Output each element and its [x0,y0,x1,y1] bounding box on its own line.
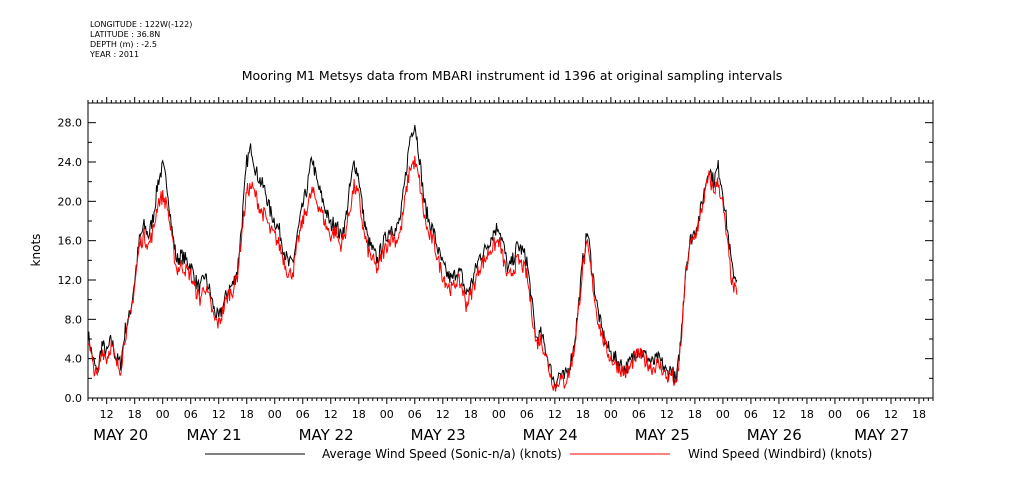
y-tick-label: 0.0 [65,392,83,405]
x-hour-label: 12 [548,408,562,421]
x-date-label: MAY 27 [854,426,909,444]
x-hour-label: 12 [100,408,114,421]
x-date-label: MAY 24 [523,426,578,444]
x-date-labels: MAY 20 MAY 21 MAY 22 MAY 23 MAY 24 MAY 25 MAY … [93,426,909,444]
legend: Average Wind Speed (Sonic-n/a) (knots) W… [205,447,872,461]
x-hour-label: 00 [492,408,506,421]
legend-label-sonic: Average Wind Speed (Sonic-n/a) (knots) [322,447,562,461]
x-date-label: MAY 20 [93,426,148,444]
longitude-label: LONGITUDE : 122W(-122) [90,20,193,29]
series-line-windbird [87,155,738,392]
x-tick-labels: 12 18 00 06 12 18 00 06 12 18 00 06 12 18 00 06 12 18 00 06… [100,408,926,421]
y-tick-labels: 0.0 4.0 8.0 12.0 16.0 20.0 24.0 28.0 [58,117,83,405]
series-line-sonic [87,124,738,389]
x-hour-label: 06 [296,408,310,421]
chart-title: Mooring M1 Metsys data from MBARI instru… [242,68,783,83]
mooring-metadata: LONGITUDE : 122W(-122) LATITUDE : 36.8N … [90,20,192,60]
series-layer [87,124,738,392]
y-axis-label: knots [29,234,43,267]
x-hour-label: 06 [632,408,646,421]
x-hour-label: 06 [184,408,198,421]
x-hour-label: 18 [688,408,702,421]
y-tick-label: 8.0 [65,313,83,326]
y-tick-label: 20.0 [58,195,83,208]
x-hour-label: 00 [380,408,394,421]
x-date-label: MAY 25 [635,426,690,444]
x-hour-label: 18 [464,408,478,421]
legend-label-windbird: Wind Speed (Windbird) (knots) [688,447,872,461]
y-tick-label: 28.0 [58,117,83,130]
x-hour-label: 12 [660,408,674,421]
x-date-label: MAY 23 [411,426,466,444]
y-tick-label: 12.0 [58,274,83,287]
x-hour-label: 06 [408,408,422,421]
y-tick-label: 16.0 [58,235,83,248]
x-hour-label: 18 [912,408,926,421]
x-hour-label: 18 [800,408,814,421]
x-hour-label: 18 [240,408,254,421]
x-hour-label: 00 [828,408,842,421]
x-hour-label: 00 [156,408,170,421]
x-hour-label: 12 [772,408,786,421]
x-hour-label: 00 [604,408,618,421]
y-tick-label: 24.0 [58,156,83,169]
x-hour-label: 18 [128,408,142,421]
plot-frame [87,102,934,399]
x-hour-label: 06 [520,408,534,421]
x-hour-label: 00 [268,408,282,421]
x-hour-label: 12 [212,408,226,421]
x-hour-label: 06 [744,408,758,421]
x-hour-label: 12 [324,408,338,421]
axis-ticks [87,97,934,404]
latitude-label: LATITUDE : 36.8N [90,30,161,39]
x-hour-label: 06 [856,408,870,421]
x-date-label: MAY 22 [299,426,354,444]
x-date-label: MAY 21 [187,426,242,444]
x-hour-label: 00 [716,408,730,421]
x-date-label: MAY 26 [747,426,802,444]
year-label: YEAR : 2011 [90,50,140,59]
x-hour-label: 12 [436,408,450,421]
x-hour-label: 18 [352,408,366,421]
x-hour-label: 18 [576,408,590,421]
depth-label: DEPTH (m) : -2.5 [90,40,157,49]
x-hour-label: 12 [884,408,898,421]
y-tick-label: 4.0 [65,353,83,366]
